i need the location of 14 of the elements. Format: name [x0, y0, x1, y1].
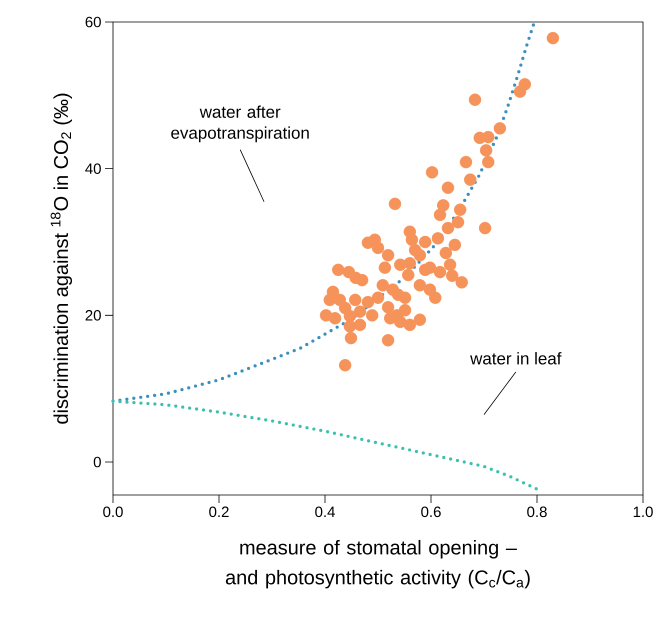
- x-tick-label: 0.2: [209, 506, 229, 518]
- x-tick-label: 1.0: [634, 506, 653, 518]
- y-tick-label: 60: [86, 16, 101, 28]
- x-tick-label: 0.4: [315, 506, 335, 518]
- y-axis-title: discrimination against $^{18}$O in CO$_{2}$ (‰): [50, 94, 72, 424]
- annotation: water in leaf: [470, 352, 562, 365]
- y-tick-label: 0: [94, 456, 101, 468]
- x-tick-label: 0.8: [527, 506, 547, 518]
- x-tick-label: 0.0: [103, 506, 123, 518]
- x-tick-label: 0.6: [421, 506, 441, 518]
- y-tick-label: 40: [85, 163, 101, 174]
- annotation: water after evapotranspiration: [171, 106, 309, 142]
- y-tick-label: 20: [86, 310, 101, 321]
- x-axis-title: measure of stomatal opening – and photosynthetic activity (C$_{c}$/C$_{a}$): [226, 540, 530, 588]
